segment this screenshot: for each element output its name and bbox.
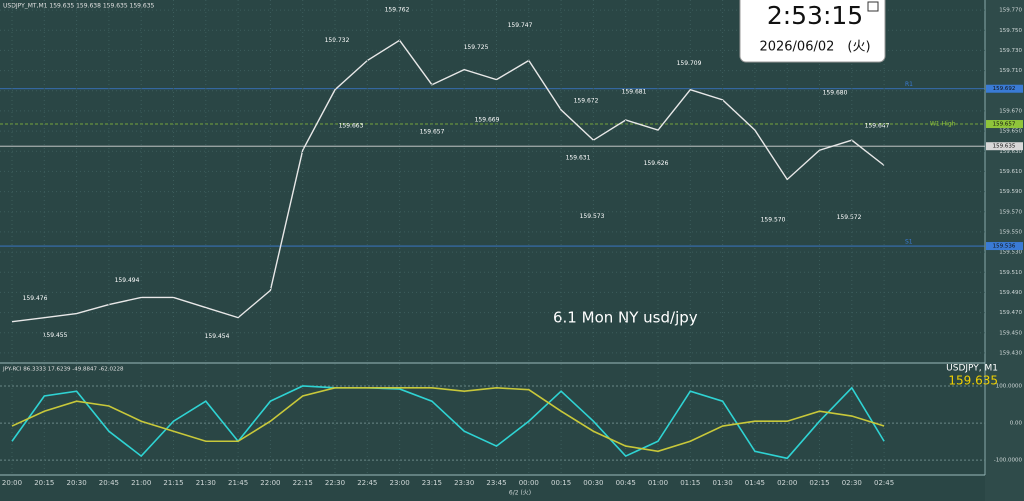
x-tick-label: 20:45: [99, 479, 119, 487]
y-tick-label: 159.630: [999, 149, 1022, 155]
x-tick-label: 20:15: [34, 479, 54, 487]
price-annotation: 159.494: [115, 277, 140, 284]
price-marker-box: [986, 120, 1023, 129]
price-annotation: 159.732: [325, 37, 350, 44]
x-tick-label: 23:30: [454, 479, 474, 487]
x-tick-label: 01:30: [713, 479, 733, 487]
price-annotation: 159.570: [761, 216, 786, 223]
series-line: [11, 39, 885, 323]
price-marker-label: 159.635: [993, 144, 1016, 150]
y-tick-label: 159.490: [999, 290, 1022, 296]
x-tick-label: 21:30: [196, 479, 216, 487]
price-annotation: 159.663: [339, 122, 364, 129]
chart-overlay-title: 6.1 Mon NY usd/jpy: [553, 309, 698, 327]
y-tick-label: 159.650: [999, 129, 1022, 135]
symbol-info: USDJPY_MT,M1 159.635 159.638 159.635 159…: [3, 3, 155, 10]
price-annotation: 159.631: [566, 155, 591, 162]
y-tick-label: 159.470: [999, 310, 1022, 316]
clock-box: [739, 0, 886, 63]
price-annotation: 159.476: [23, 295, 48, 302]
level-label: S1: [905, 239, 913, 246]
y-tick-label: 159.730: [999, 48, 1022, 54]
price-marker-label: 159.657: [993, 122, 1016, 128]
x-tick-label: 02:30: [842, 479, 862, 487]
price-annotation: 159.626: [644, 160, 669, 167]
indicator-title: JPY-RCI 86.3333 17.6239 -49.8847 -62.022…: [2, 367, 124, 373]
price-annotation: 159.669: [475, 116, 500, 123]
y-tick-label: 159.710: [999, 68, 1022, 74]
price-marker-box: [986, 242, 1023, 251]
x-tick-label: 23:00: [390, 479, 410, 487]
y-tick-label: 159.670: [999, 108, 1022, 114]
price-annotation: 159.680: [823, 89, 848, 96]
clock-date: 2026/06/02 (火): [759, 40, 870, 55]
price-annotation: 159.725: [464, 44, 489, 51]
x-tick-label: 20:00: [2, 479, 22, 487]
price-marker-label: 159.692: [993, 86, 1016, 92]
y-tick-label: 100.0000: [996, 383, 1023, 389]
x-tick-label: 20:30: [67, 479, 87, 487]
price-annotation: 159.681: [622, 88, 647, 95]
price-annotation: 159.747: [508, 22, 533, 29]
y-tick-label: 159.550: [999, 229, 1022, 235]
x-tick-label: 22:15: [293, 479, 313, 487]
x-tick-label: 02:45: [874, 479, 894, 487]
price-marker-label: 159.536: [993, 244, 1016, 250]
y-tick-label: 159.530: [999, 250, 1022, 256]
x-tick-label: 21:00: [131, 479, 151, 487]
x-tick-label: 01:15: [680, 479, 700, 487]
price-annotation: 159.647: [865, 123, 890, 130]
x-tick-label: 23:45: [486, 479, 506, 487]
x-tick-label: 23:15: [422, 479, 442, 487]
level-label: W1 High: [930, 121, 956, 128]
y-tick-label: -100.0000: [994, 458, 1023, 464]
price-annotation: 159.573: [580, 213, 605, 220]
x-date-label: 6/2 (火): [509, 490, 531, 497]
y-tick-label: 159.750: [999, 28, 1022, 34]
clock-icon[interactable]: [867, 1, 879, 12]
price-annotation: 159.455: [43, 332, 68, 339]
x-tick-label: 21:15: [163, 479, 183, 487]
y-tick-label: 0.00: [1010, 421, 1023, 427]
price-annotation: 159.762: [385, 7, 410, 14]
price-marker-box: [986, 84, 1023, 93]
last-price: 159.635: [948, 374, 998, 388]
y-tick-label: 159.570: [999, 209, 1022, 215]
price-annotation: 159.709: [677, 60, 702, 67]
series-line: [11, 387, 885, 453]
x-tick-label: 21:45: [228, 479, 248, 487]
price-annotation: 159.572: [837, 214, 862, 221]
y-tick-label: 159.430: [999, 350, 1022, 356]
y-tick-label: 159.610: [999, 169, 1022, 175]
x-tick-label: 22:45: [357, 479, 377, 487]
price-axis: [985, 0, 1024, 501]
price-annotation: 159.454: [205, 333, 230, 340]
y-tick-label: 159.510: [999, 270, 1022, 276]
price-marker-box: [986, 142, 1023, 151]
y-tick-label: 159.590: [999, 189, 1022, 195]
x-tick-label: 00:45: [616, 479, 636, 487]
level-label: R1: [905, 81, 913, 88]
x-tick-label: 01:45: [745, 479, 765, 487]
x-tick-label: 22:30: [325, 479, 345, 487]
price-annotation: 159.672: [574, 97, 599, 104]
y-tick-label: 159.450: [999, 330, 1022, 336]
x-tick-label: 01:00: [648, 479, 668, 487]
symbol-label: USDJPY, M1: [946, 364, 998, 374]
x-tick-label: 00:30: [583, 479, 603, 487]
x-tick-label: 00:00: [519, 479, 539, 487]
x-tick-label: 22:00: [260, 479, 280, 487]
x-tick-label: 00:15: [551, 479, 571, 487]
y-tick-label: 159.770: [999, 8, 1022, 14]
x-tick-label: 02:15: [809, 479, 829, 487]
x-tick-label: 02:00: [777, 479, 797, 487]
series-line: [11, 385, 885, 460]
clock-time: 2:53:15: [767, 1, 863, 30]
